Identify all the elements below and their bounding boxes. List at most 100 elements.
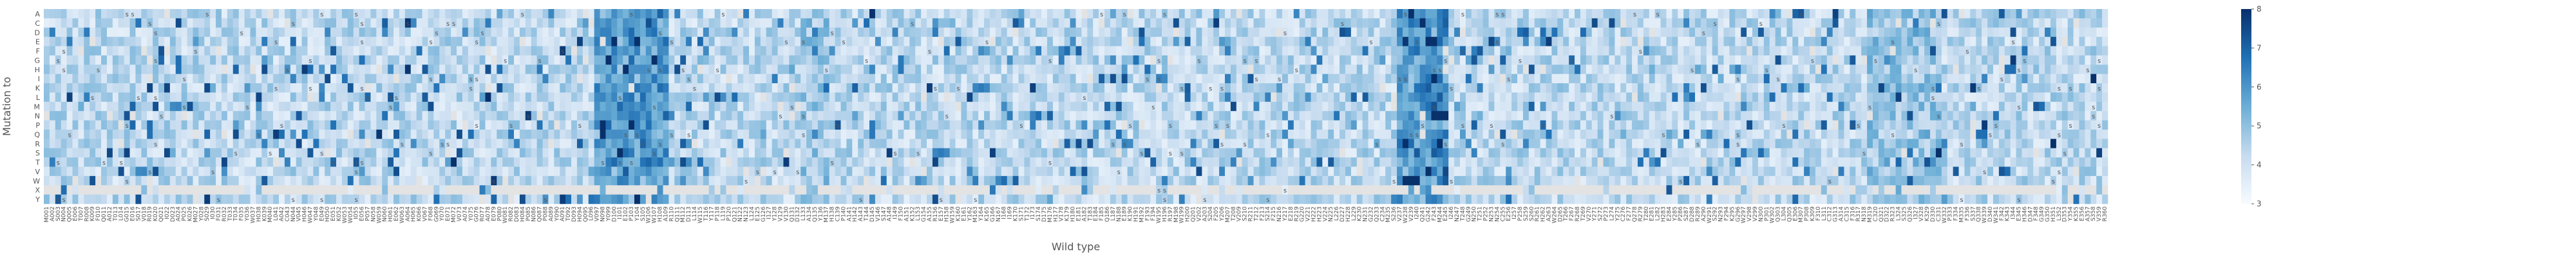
heatmap-cell bbox=[2073, 83, 2079, 93]
heatmap-cell bbox=[1190, 74, 1197, 84]
heatmap-cell bbox=[129, 64, 136, 74]
heatmap-cell bbox=[238, 37, 245, 46]
heatmap-cell bbox=[869, 74, 876, 84]
heatmap-cell bbox=[1947, 37, 1953, 46]
heatmap-cell bbox=[542, 129, 549, 139]
heatmap-cell bbox=[967, 74, 973, 84]
heatmap-cell bbox=[1087, 120, 1094, 130]
heatmap-cell bbox=[1907, 111, 1913, 121]
heatmap-cell bbox=[95, 64, 102, 74]
heatmap-cell bbox=[1798, 37, 1804, 46]
heatmap-cell bbox=[1081, 83, 1088, 93]
heatmap-cell bbox=[726, 9, 732, 19]
heatmap-cell bbox=[938, 120, 945, 130]
heatmap-cell bbox=[1253, 37, 1260, 46]
heatmap-cell bbox=[651, 64, 658, 74]
cell-marker: s bbox=[1151, 104, 1155, 111]
heatmap-cell bbox=[2056, 27, 2063, 37]
heatmap-cell bbox=[1374, 92, 1380, 103]
cell-marker: s bbox=[1610, 114, 1613, 121]
heatmap-cell bbox=[1557, 27, 1564, 37]
heatmap-cell bbox=[1763, 101, 1770, 112]
heatmap-cell bbox=[772, 9, 778, 19]
heatmap-cell bbox=[927, 74, 933, 84]
heatmap-cell bbox=[668, 92, 675, 103]
heatmap-cell bbox=[473, 92, 480, 103]
heatmap-cell bbox=[668, 46, 675, 56]
heatmap-cell bbox=[639, 74, 647, 84]
heatmap-cell bbox=[370, 37, 377, 46]
heatmap-cell bbox=[927, 64, 933, 74]
heatmap-cell bbox=[2050, 64, 2057, 74]
heatmap-cell bbox=[1368, 46, 1374, 56]
heatmap-cell bbox=[1781, 27, 1787, 37]
heatmap-cell bbox=[439, 129, 446, 139]
heatmap-cell bbox=[502, 9, 509, 19]
heatmap-cell bbox=[193, 55, 199, 65]
heatmap-cell bbox=[1792, 101, 1799, 112]
heatmap-cell bbox=[1941, 74, 1948, 84]
heatmap-cell bbox=[915, 46, 922, 56]
heatmap-cell bbox=[433, 129, 440, 139]
heatmap-cell bbox=[800, 129, 807, 139]
heatmap-cell bbox=[840, 18, 847, 28]
heatmap-cell bbox=[301, 111, 308, 121]
heatmap-cell bbox=[1127, 46, 1133, 56]
heatmap-cell bbox=[909, 120, 916, 130]
heatmap-cell bbox=[1408, 120, 1415, 130]
heatmap-cell bbox=[1219, 18, 1226, 28]
heatmap-cell bbox=[78, 120, 84, 130]
heatmap-cell bbox=[536, 92, 543, 103]
heatmap-cell bbox=[2085, 64, 2091, 74]
heatmap-cell bbox=[1522, 27, 1530, 37]
heatmap-cell bbox=[1202, 64, 1208, 74]
heatmap-cell bbox=[336, 18, 343, 28]
heatmap-cell bbox=[1454, 101, 1461, 112]
heatmap-cell bbox=[1723, 55, 1730, 65]
heatmap-cell bbox=[238, 27, 245, 37]
heatmap-cell bbox=[1924, 27, 1931, 37]
heatmap-cell bbox=[2010, 55, 2016, 65]
heatmap-cell bbox=[508, 129, 515, 139]
heatmap-cell bbox=[439, 46, 446, 56]
heatmap-cell bbox=[892, 92, 898, 103]
heatmap-cell bbox=[204, 101, 211, 112]
heatmap-cell bbox=[1408, 111, 1415, 121]
heatmap-cell bbox=[2102, 64, 2108, 74]
heatmap-cell bbox=[1889, 83, 1896, 93]
heatmap-cell bbox=[1007, 37, 1013, 46]
heatmap-cell bbox=[1265, 18, 1271, 28]
heatmap-cell bbox=[1603, 120, 1609, 130]
heatmap-cell bbox=[1265, 37, 1271, 46]
heatmap-cell bbox=[1907, 120, 1913, 130]
heatmap-cell bbox=[112, 46, 119, 56]
heatmap-cell bbox=[2056, 83, 2063, 93]
heatmap-cell bbox=[823, 27, 829, 37]
heatmap-cell bbox=[829, 111, 835, 121]
heatmap-cell bbox=[1861, 18, 1868, 28]
heatmap-cell bbox=[1036, 55, 1042, 65]
heatmap-cell bbox=[1878, 18, 1885, 28]
heatmap-cell bbox=[1127, 83, 1133, 93]
heatmap-cell bbox=[445, 27, 451, 37]
heatmap-cell bbox=[210, 46, 216, 56]
heatmap-cell bbox=[61, 101, 67, 112]
heatmap-cell bbox=[1379, 111, 1386, 121]
heatmap-cell bbox=[1872, 37, 1879, 46]
heatmap-cell bbox=[657, 18, 663, 28]
heatmap-cell bbox=[1293, 18, 1300, 28]
heatmap-cell bbox=[1322, 55, 1329, 65]
heatmap-cell bbox=[1402, 18, 1409, 28]
heatmap-cell bbox=[2045, 18, 2051, 28]
heatmap-cell bbox=[1150, 27, 1157, 37]
heatmap-cell bbox=[2085, 83, 2091, 93]
heatmap-cell bbox=[485, 18, 491, 28]
heatmap-cell bbox=[2079, 120, 2085, 130]
heatmap-cell bbox=[296, 74, 302, 84]
heatmap-cells: s s s s s s s s s s s s s s s s s ss s s s s s s s s s ss s s s s s s ss s s… bbox=[44, 9, 2108, 204]
heatmap-cell bbox=[1947, 111, 1953, 121]
heatmap-cell bbox=[1752, 111, 1759, 121]
heatmap-cell bbox=[2085, 55, 2091, 65]
heatmap-cell bbox=[55, 9, 62, 19]
heatmap-cell bbox=[995, 27, 1002, 37]
